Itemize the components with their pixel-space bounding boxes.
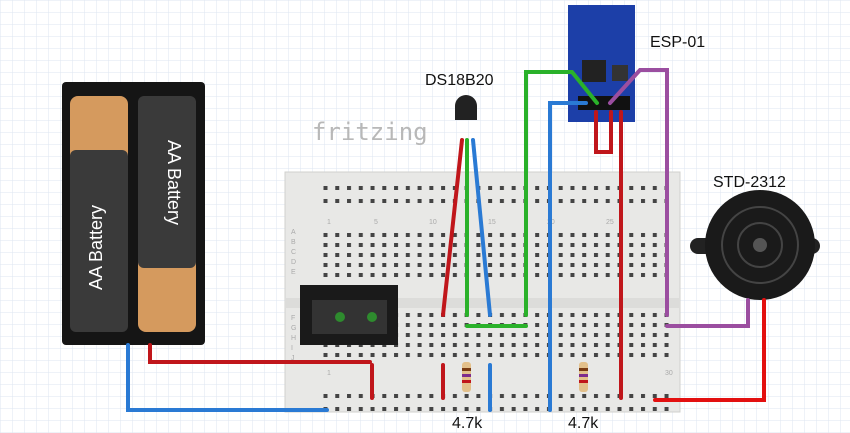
- component-label: ESP-01: [650, 34, 705, 51]
- resistor-label: 4.7k: [452, 415, 483, 432]
- row-label: E: [291, 269, 296, 276]
- wires: [126, 68, 766, 412]
- component-label: DS18B20: [425, 72, 494, 89]
- watermark: fritzing: [312, 118, 428, 146]
- column-label: 1: [327, 370, 331, 377]
- resistor: [579, 362, 588, 392]
- resistor-label: 4.7k: [568, 415, 599, 432]
- battery-label: AA Battery: [164, 140, 184, 225]
- row-label: C: [291, 249, 296, 256]
- temperature-sensor: [455, 95, 477, 120]
- row-label: J: [291, 355, 295, 362]
- battery-label: AA Battery: [86, 205, 106, 290]
- column-label: 10: [429, 219, 437, 226]
- buzzer: [690, 190, 820, 300]
- row-label: A: [291, 229, 296, 236]
- column-label: 30: [665, 370, 673, 377]
- switch: [300, 285, 398, 345]
- column-label: 15: [488, 219, 496, 226]
- row-label: D: [291, 259, 296, 266]
- column-label: 5: [374, 219, 378, 226]
- row-label: B: [291, 239, 296, 246]
- row-label: I: [291, 345, 293, 352]
- column-label: 1: [327, 219, 331, 226]
- resistor: [462, 362, 471, 392]
- component-label: STD-2312: [713, 174, 786, 191]
- battery-pack: AA Battery AA Battery: [62, 82, 205, 345]
- row-label: H: [291, 335, 296, 342]
- row-label: F: [291, 315, 295, 322]
- row-label: G: [291, 325, 296, 332]
- column-label: 25: [606, 219, 614, 226]
